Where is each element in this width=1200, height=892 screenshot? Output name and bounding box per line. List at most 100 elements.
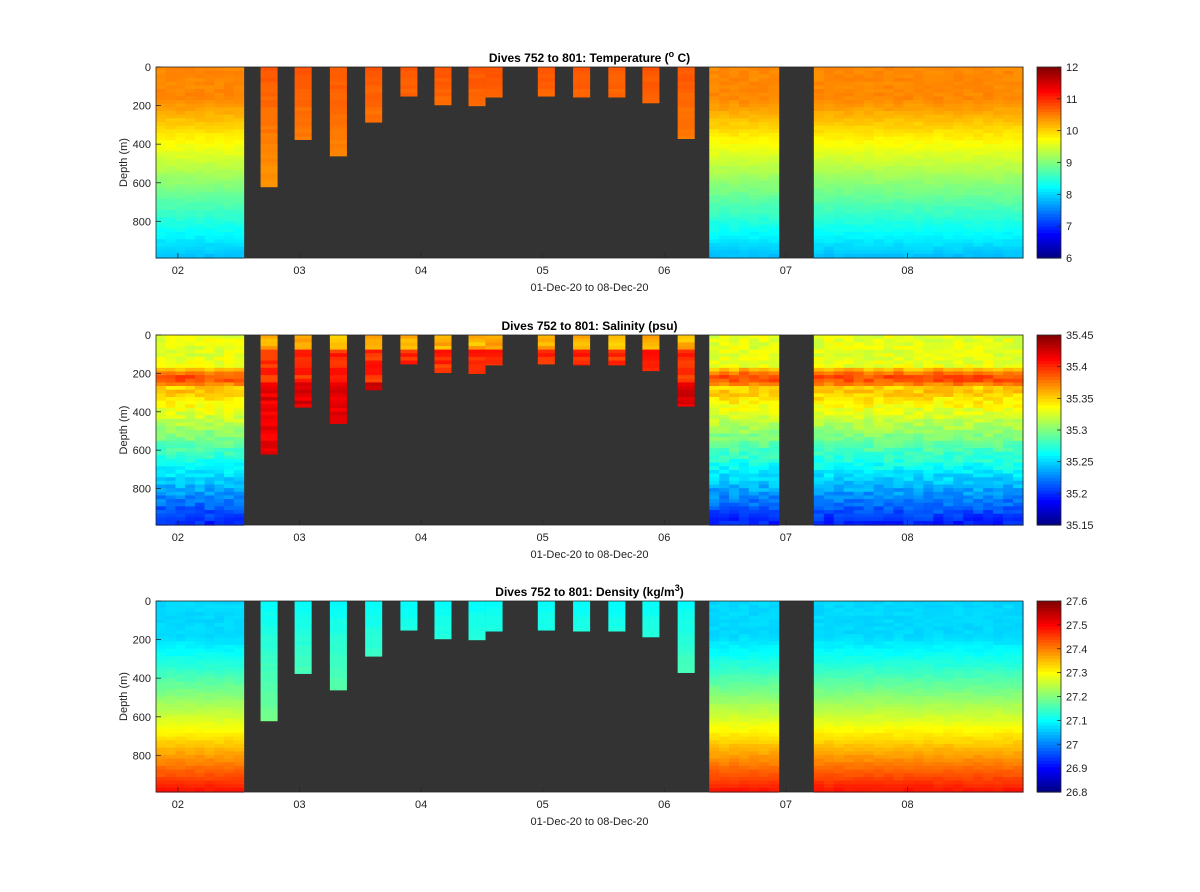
- y-tick-label: 600: [133, 445, 151, 457]
- colorbar-segment: [1037, 398, 1061, 403]
- heatmap-cell: [214, 513, 225, 518]
- heatmap-cell: [709, 404, 720, 409]
- heatmap-cell: [933, 462, 944, 467]
- heatmap-cell: [738, 378, 750, 384]
- heatmap-cell: [863, 506, 875, 511]
- heatmap-cell: [863, 195, 875, 200]
- colorbar-segment: [1037, 181, 1061, 186]
- heatmap-cell: [748, 455, 760, 460]
- heatmap-cell: [923, 407, 934, 413]
- heatmap-cell: [434, 99, 452, 105]
- heatmap-cell: [748, 81, 760, 86]
- heatmap-cell: [233, 622, 245, 628]
- heatmap-cell: [175, 714, 186, 719]
- heatmap-cell: [175, 140, 186, 145]
- heatmap-cell: [853, 488, 865, 493]
- heatmap-cell: [1003, 462, 1014, 467]
- heatmap-cell: [156, 400, 167, 405]
- heatmap-cell: [204, 510, 215, 515]
- heatmap-cell: [768, 250, 780, 255]
- heatmap-cell: [194, 451, 206, 456]
- heatmap-cell: [260, 85, 278, 90]
- heatmap-cell: [943, 70, 954, 75]
- heatmap-cell: [983, 70, 994, 75]
- heatmap-cell: [1003, 165, 1014, 171]
- heatmap-cell: [973, 198, 984, 204]
- heatmap-cell: [893, 458, 905, 464]
- heatmap-cell: [677, 110, 695, 116]
- heatmap-cell: [873, 422, 885, 427]
- heatmap-cell: [893, 228, 905, 233]
- heatmap-cell: [156, 103, 167, 108]
- heatmap-cell: [573, 92, 591, 97]
- heatmap-cell: [233, 633, 245, 639]
- heatmap-cell: [833, 411, 845, 416]
- colorbar-segment: [1037, 114, 1061, 119]
- heatmap-cell: [468, 335, 486, 340]
- heatmap-cell: [748, 389, 760, 394]
- heatmap-cell: [833, 364, 845, 369]
- heatmap-cell: [260, 433, 278, 438]
- heatmap-cell: [973, 342, 984, 347]
- heatmap-cell: [719, 176, 730, 182]
- heatmap-cell: [224, 386, 235, 391]
- heatmap-cell: [719, 473, 730, 478]
- heatmap-cell: [194, 641, 206, 646]
- heatmap-cell: [853, 495, 865, 500]
- heatmap-cell: [204, 349, 215, 354]
- heatmap-cell: [953, 151, 964, 156]
- heatmap-cell: [758, 96, 770, 101]
- heatmap-cell: [963, 77, 974, 83]
- heatmap-cell: [758, 198, 770, 204]
- heatmap-cell: [204, 502, 215, 507]
- heatmap-cell: [933, 88, 944, 94]
- colorbar-segment: [1037, 133, 1061, 138]
- heatmap-cell: [260, 81, 278, 86]
- heatmap-cell: [973, 484, 984, 489]
- heatmap-cell: [194, 696, 206, 701]
- heatmap-cell: [758, 176, 770, 182]
- heatmap-cell: [903, 458, 915, 464]
- heatmap-cell: [468, 345, 486, 351]
- heatmap-cell: [719, 513, 730, 518]
- heatmap-cell: [214, 765, 225, 771]
- heatmap-cell: [294, 110, 312, 116]
- heatmap-cell: [738, 209, 750, 215]
- heatmap-cell: [738, 367, 750, 373]
- heatmap-cell: [993, 202, 1004, 207]
- heatmap-cell: [993, 429, 1004, 435]
- heatmap-cell: [748, 195, 760, 200]
- heatmap-cell: [214, 787, 225, 793]
- heatmap-cell: [165, 386, 177, 391]
- heatmap-cell: [1003, 250, 1014, 255]
- heatmap-cell: [1003, 191, 1014, 196]
- heatmap-cell: [175, 85, 186, 90]
- heatmap-cell: [943, 520, 954, 526]
- heatmap-cell: [719, 140, 730, 145]
- heatmap-cell: [204, 371, 215, 376]
- heatmap-cell: [165, 371, 177, 376]
- heatmap-cell: [537, 81, 555, 86]
- heatmap-cell: [729, 235, 740, 240]
- heatmap-cell: [748, 202, 760, 207]
- heatmap-cell: [194, 747, 206, 752]
- heatmap-cell: [768, 407, 780, 413]
- heatmap-cell: [903, 165, 915, 171]
- heatmap-cell: [893, 502, 905, 507]
- heatmap-cell: [709, 85, 720, 90]
- heatmap-cell: [758, 114, 770, 119]
- heatmap-cell: [863, 77, 875, 83]
- heatmap-cell: [224, 633, 235, 639]
- heatmap-cell: [758, 180, 770, 185]
- heatmap-cell: [537, 85, 555, 90]
- heatmap-cell: [953, 250, 964, 255]
- heatmap-cell: [833, 129, 845, 134]
- heatmap-cell: [993, 180, 1004, 185]
- heatmap-cell: [903, 70, 915, 75]
- heatmap-cell: [853, 349, 865, 354]
- heatmap-cell: [294, 364, 312, 369]
- heatmap-cell: [165, 246, 177, 251]
- heatmap-cell: [903, 147, 915, 152]
- heatmap-cell: [833, 455, 845, 460]
- heatmap-cell: [738, 147, 750, 152]
